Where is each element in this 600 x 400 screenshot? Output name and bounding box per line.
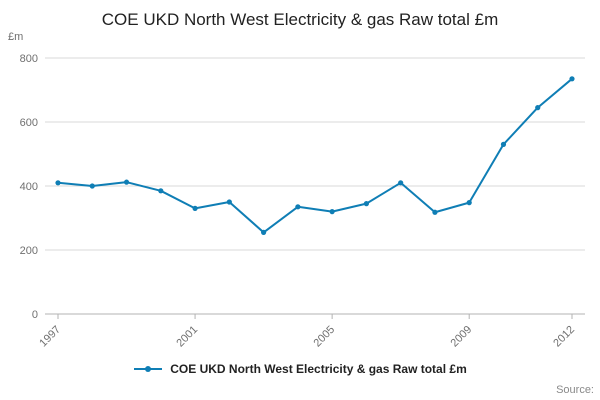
y-axis-unit-label: £m [8, 31, 24, 43]
legend-line-marker-icon [134, 366, 163, 372]
svg-text:400: 400 [20, 181, 38, 193]
svg-text:600: 600 [20, 117, 38, 129]
svg-text:1997: 1997 [37, 324, 63, 350]
svg-text:200: 200 [20, 245, 38, 257]
legend-label: COE UKD North West Electricity & gas Raw… [170, 362, 467, 376]
svg-text:2001: 2001 [174, 324, 200, 350]
legend: COE UKD North West Electricity & gas Raw… [0, 362, 600, 376]
chart-title: COE UKD North West Electricity & gas Raw… [101, 10, 499, 29]
line-chart: 0 200 400 600 800 1997 2001 2005 2009 2012 [20, 53, 585, 350]
source-label: Source: [556, 384, 594, 396]
svg-text:800: 800 [20, 53, 38, 65]
svg-text:2009: 2009 [449, 324, 475, 350]
svg-text:0: 0 [32, 309, 38, 321]
svg-text:2012: 2012 [551, 324, 577, 350]
svg-text:2005: 2005 [311, 324, 337, 350]
